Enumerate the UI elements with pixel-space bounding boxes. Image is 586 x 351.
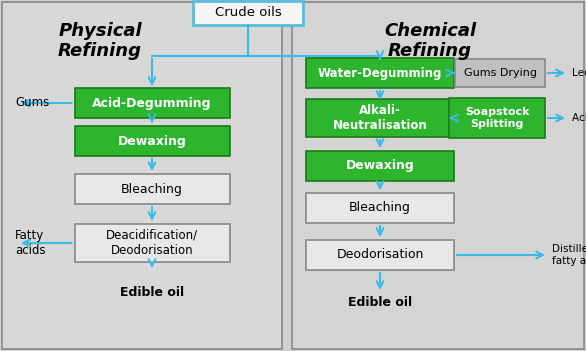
Text: Gums Drying: Gums Drying (464, 68, 537, 78)
Bar (306, 58, 454, 88)
Text: Fatty
acids: Fatty acids (15, 229, 46, 257)
Text: Edible oil: Edible oil (348, 297, 412, 310)
Bar (74, 126, 230, 156)
Bar (193, 1, 303, 25)
Text: Acid-Degumming: Acid-Degumming (92, 97, 212, 110)
Bar (2, 2, 282, 349)
Bar (449, 98, 545, 138)
Text: Bleaching: Bleaching (121, 183, 183, 196)
Text: Acid oil: Acid oil (572, 113, 586, 123)
Bar (306, 99, 454, 137)
Text: Water-Degumming: Water-Degumming (318, 66, 442, 79)
Text: Chemical
Refining: Chemical Refining (384, 22, 476, 60)
Bar (306, 151, 454, 181)
Bar (455, 59, 545, 87)
Bar (306, 240, 454, 270)
Text: Alkali-
Neutralisation: Alkali- Neutralisation (333, 104, 427, 132)
Text: Distilled
fatty acids: Distilled fatty acids (552, 244, 586, 266)
Text: Gums: Gums (15, 97, 49, 110)
Text: Deacidification/
Deodorisation: Deacidification/ Deodorisation (106, 229, 198, 257)
Bar (74, 224, 230, 262)
Text: Dewaxing: Dewaxing (118, 134, 186, 147)
Text: Edible oil: Edible oil (120, 286, 184, 299)
Text: Soapstock
Splitting: Soapstock Splitting (465, 107, 529, 129)
Text: Dewaxing: Dewaxing (346, 159, 414, 172)
Text: Physical
Refining: Physical Refining (58, 22, 142, 60)
Text: Crude oils: Crude oils (214, 7, 281, 20)
Text: Deodorisation: Deodorisation (336, 249, 424, 261)
Text: Bleaching: Bleaching (349, 201, 411, 214)
Text: Lecithin: Lecithin (572, 68, 586, 78)
Bar (74, 174, 230, 204)
Bar (74, 88, 230, 118)
Bar (292, 2, 584, 349)
Bar (306, 193, 454, 223)
